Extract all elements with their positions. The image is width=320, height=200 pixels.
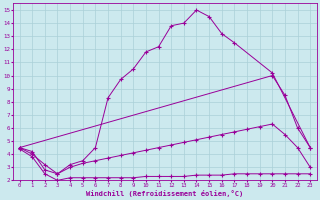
X-axis label: Windchill (Refroidissement éolien,°C): Windchill (Refroidissement éolien,°C) — [86, 190, 244, 197]
